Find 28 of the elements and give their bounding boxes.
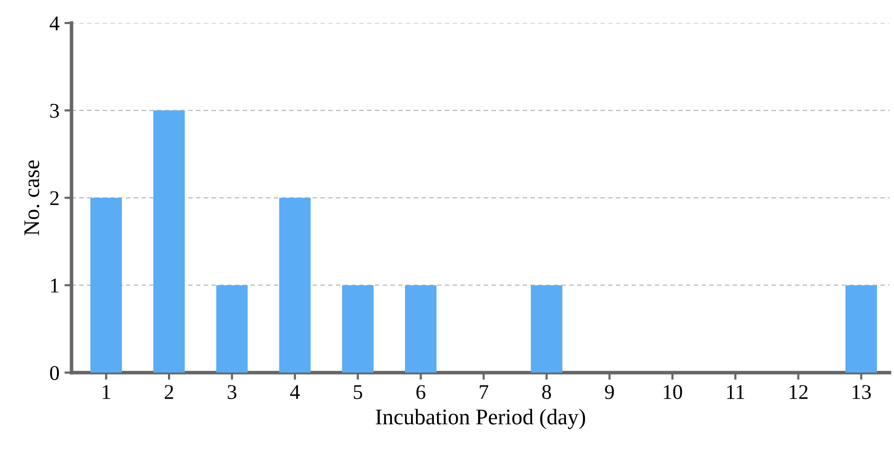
x-tick-label: 8 — [542, 385, 552, 400]
x-tick-label: 6 — [416, 385, 426, 400]
y-tick-label: 2 — [50, 191, 59, 206]
y-tick-label: 0 — [50, 366, 59, 380]
x-tick-label: 12 — [790, 385, 808, 399]
x-tick-label: 3 — [228, 385, 236, 400]
x-tick-label: 2 — [164, 385, 174, 399]
bar — [90, 198, 122, 373]
bar — [216, 285, 248, 373]
bar — [530, 285, 562, 373]
y-tick-label: 1 — [51, 278, 58, 292]
bar — [405, 285, 436, 373]
x-tick-label: 5 — [354, 385, 362, 400]
bar — [279, 198, 311, 373]
y-tick-label: 3 — [50, 104, 59, 118]
x-tick-label: 7 — [480, 385, 488, 399]
y-axis-title: No. case — [24, 160, 40, 236]
bar — [153, 110, 185, 373]
x-tick-label: 9 — [604, 385, 614, 400]
x-tick-label: 4 — [290, 385, 300, 399]
x-tick-label: 11 — [727, 385, 744, 399]
x-axis-title: Incubation Period (day) — [376, 408, 586, 430]
bar — [845, 285, 877, 373]
x-tick-label: 13 — [852, 385, 871, 400]
bar — [342, 285, 374, 373]
x-tick-label: 10 — [664, 385, 682, 400]
x-tick-label: 1 — [102, 385, 110, 399]
y-tick-label: 4 — [50, 16, 60, 30]
